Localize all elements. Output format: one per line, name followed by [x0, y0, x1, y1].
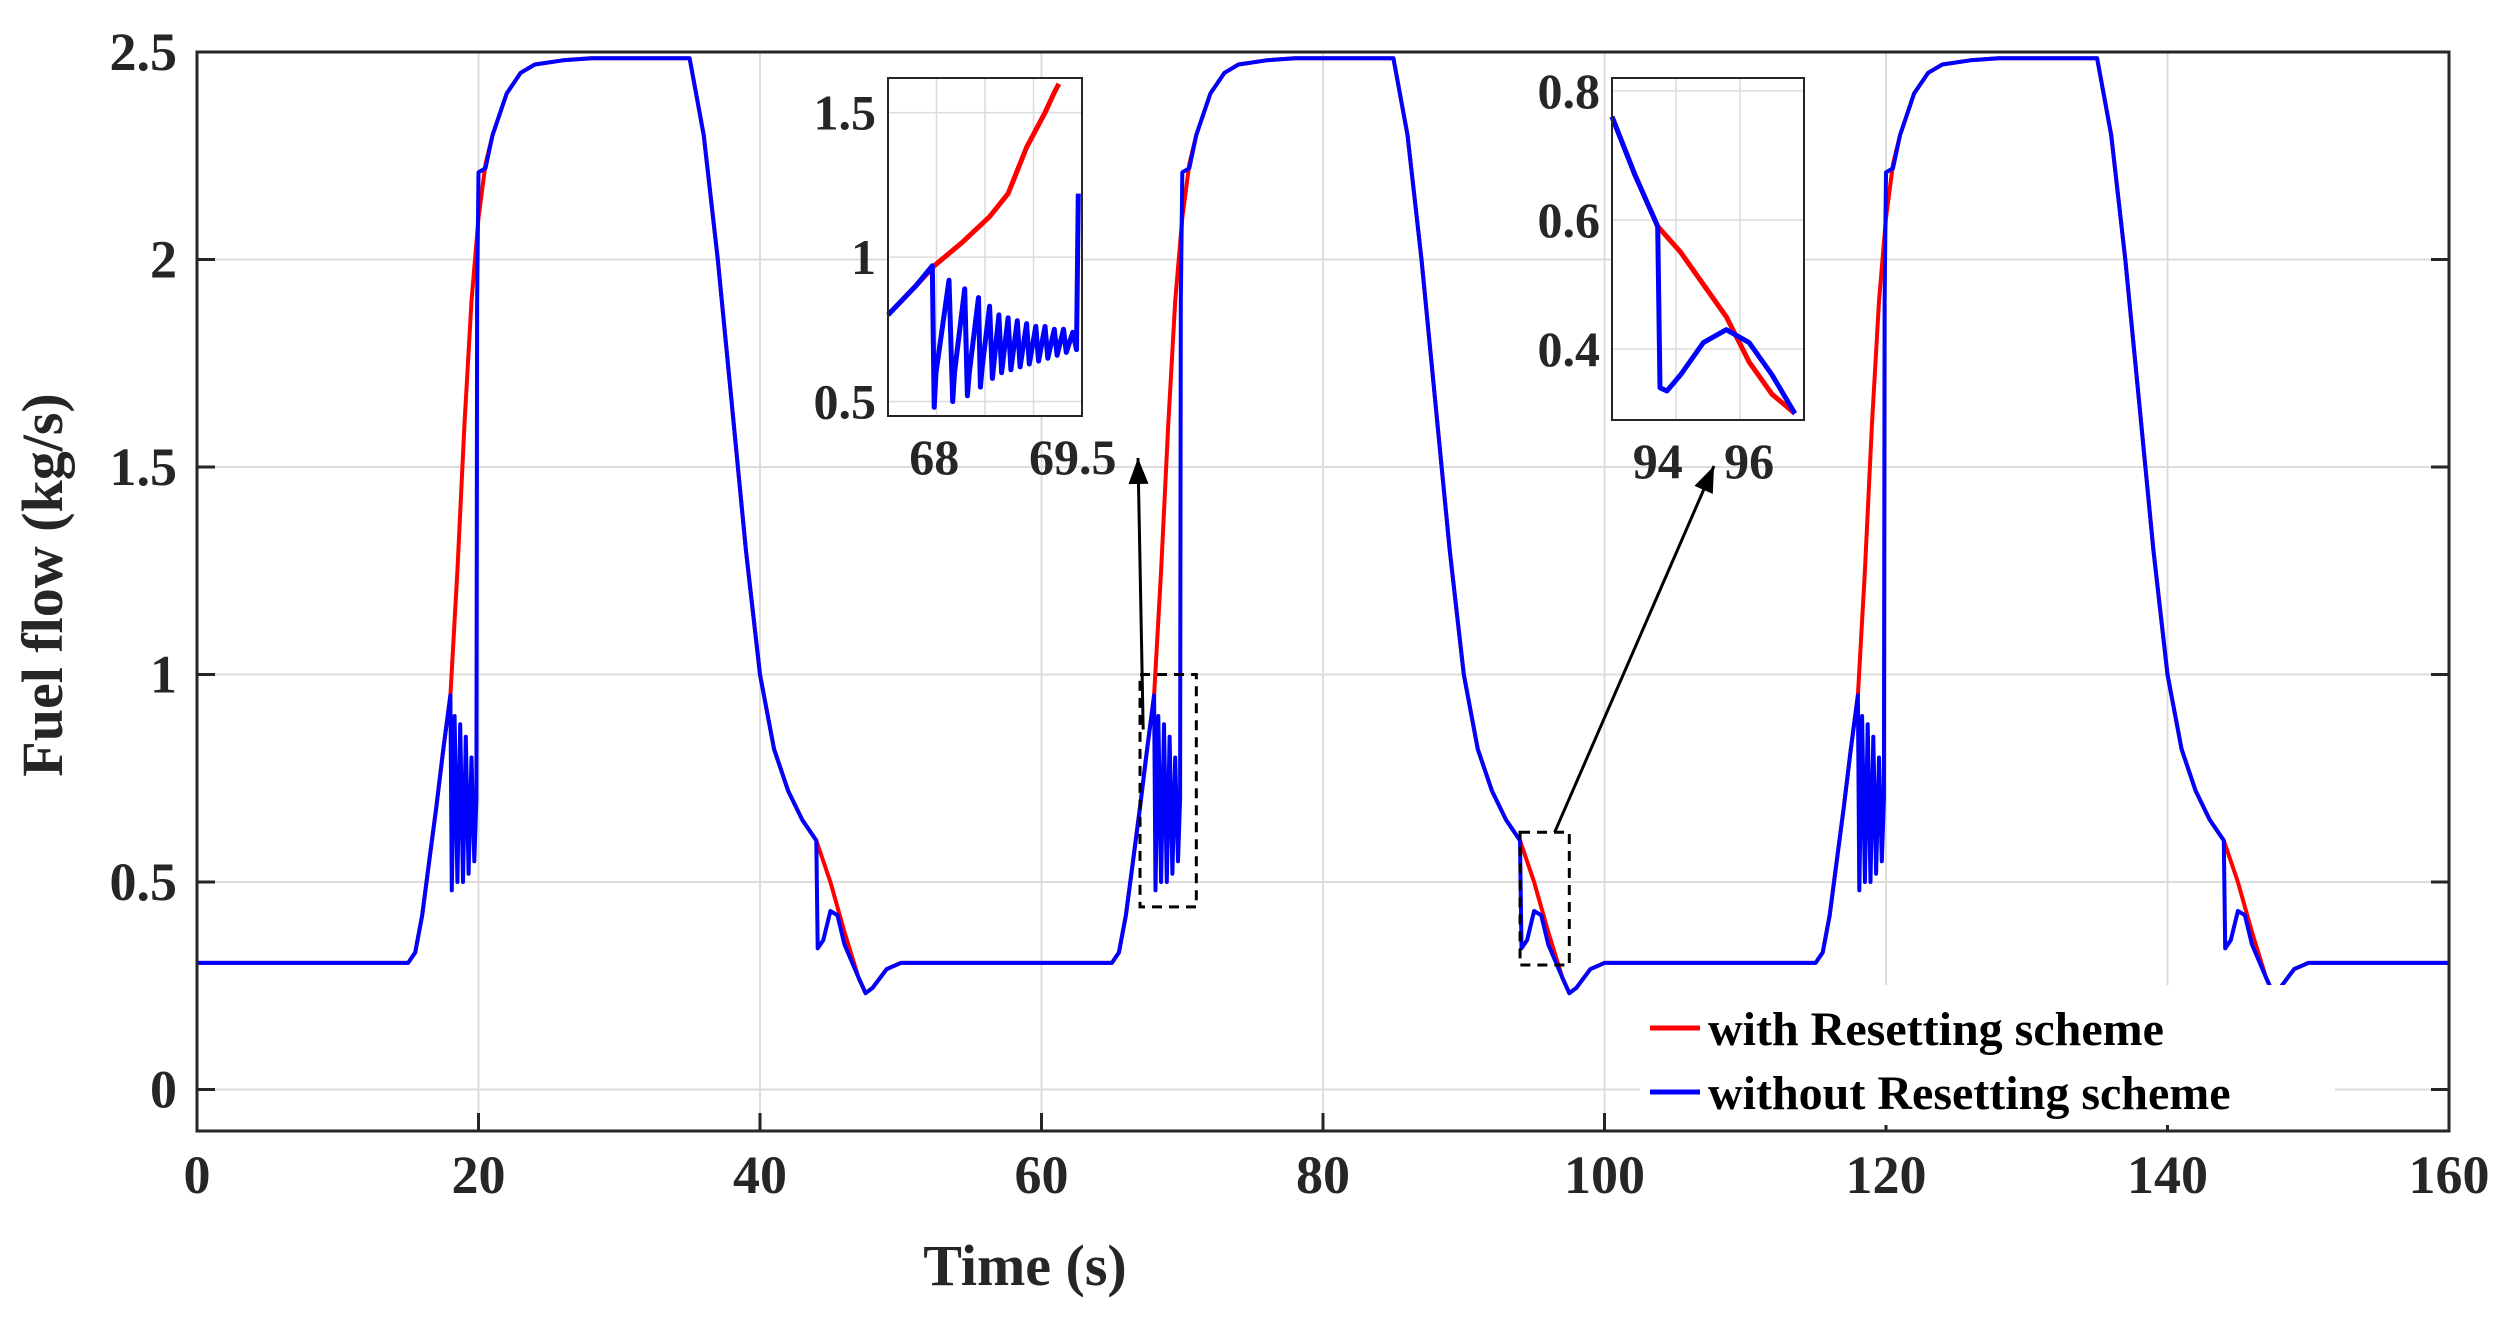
inset-y-tick-label: 0.4 [1538, 321, 1601, 377]
zoom-arrow-line [1553, 465, 1716, 833]
zoom-box [1138, 673, 1198, 909]
legend-label-without-resetting: without Resetting scheme [1708, 1067, 2231, 1120]
inset-x-tick-label: 96 [1724, 433, 1774, 489]
legend-box [1640, 985, 2335, 1125]
y-axis-title: Fuel flow (kg/s) [10, 393, 75, 776]
zoom-box [1518, 830, 1571, 967]
x-axis-title: Time (s) [923, 1233, 1127, 1298]
x-tick-label: 160 [2409, 1145, 2490, 1205]
inset-y-tick-label: 1 [851, 229, 876, 285]
inset-plot: 94 96 0.4 0.6 0.8 [1538, 63, 1805, 489]
legend-label-with-resetting: with Resetting scheme [1708, 1003, 2164, 1056]
inset-x-tick-label: 69.5 [1029, 429, 1117, 485]
legend: with Resetting scheme without Resetting … [1640, 985, 2335, 1125]
x-tick-label: 0 [184, 1145, 211, 1205]
y-tick-label: 2 [150, 230, 177, 290]
inset-frame [1611, 77, 1805, 421]
inset-plot: 68 69.5 0.5 1 1.5 [814, 77, 1117, 485]
inset-x-tick-label: 94 [1633, 433, 1683, 489]
axis-ticks: 0 20 40 60 80 100 120 140 160 0 0.5 1 1.5 2 2.5 [110, 22, 2490, 1205]
x-tick-label: 20 [452, 1145, 506, 1205]
y-tick-label: 0.5 [110, 852, 178, 912]
x-tick-label: 100 [1564, 1145, 1645, 1205]
inset-y-tick-label: 0.8 [1538, 63, 1601, 119]
series-lines [197, 56, 2449, 996]
x-tick-label: 80 [1296, 1145, 1350, 1205]
zoom-arrow-line [1136, 457, 1145, 730]
inset-x-tick-label: 68 [909, 429, 959, 485]
zoom-arrow-head [1694, 466, 1714, 494]
inset-plots: 68 69.5 0.5 1 1.5 94 96 0.4 0.6 0.8 [814, 63, 1805, 489]
y-tick-label: 2.5 [110, 22, 178, 82]
zoom-arrow-head [1128, 458, 1149, 485]
zoom-annotations [1128, 457, 1716, 967]
inset-background [1612, 78, 1804, 420]
x-tick-label: 140 [2127, 1145, 2208, 1205]
inset-frame [887, 77, 1083, 417]
x-tick-label: 120 [1846, 1145, 1927, 1205]
series-line-without-resetting [197, 56, 2449, 996]
x-tick-label: 40 [733, 1145, 787, 1205]
x-tick-label: 60 [1015, 1145, 1069, 1205]
inset-series-line [886, 193, 1081, 410]
inset-y-tick-label: 1.5 [814, 85, 877, 141]
inset-y-tick-label: 0.6 [1538, 192, 1601, 248]
y-tick-label: 1.5 [110, 437, 178, 497]
inset-y-tick-label: 0.5 [814, 374, 877, 430]
y-tick-label: 0 [150, 1060, 177, 1120]
y-tick-label: 1 [150, 645, 177, 705]
inset-series-line [1609, 115, 1798, 415]
